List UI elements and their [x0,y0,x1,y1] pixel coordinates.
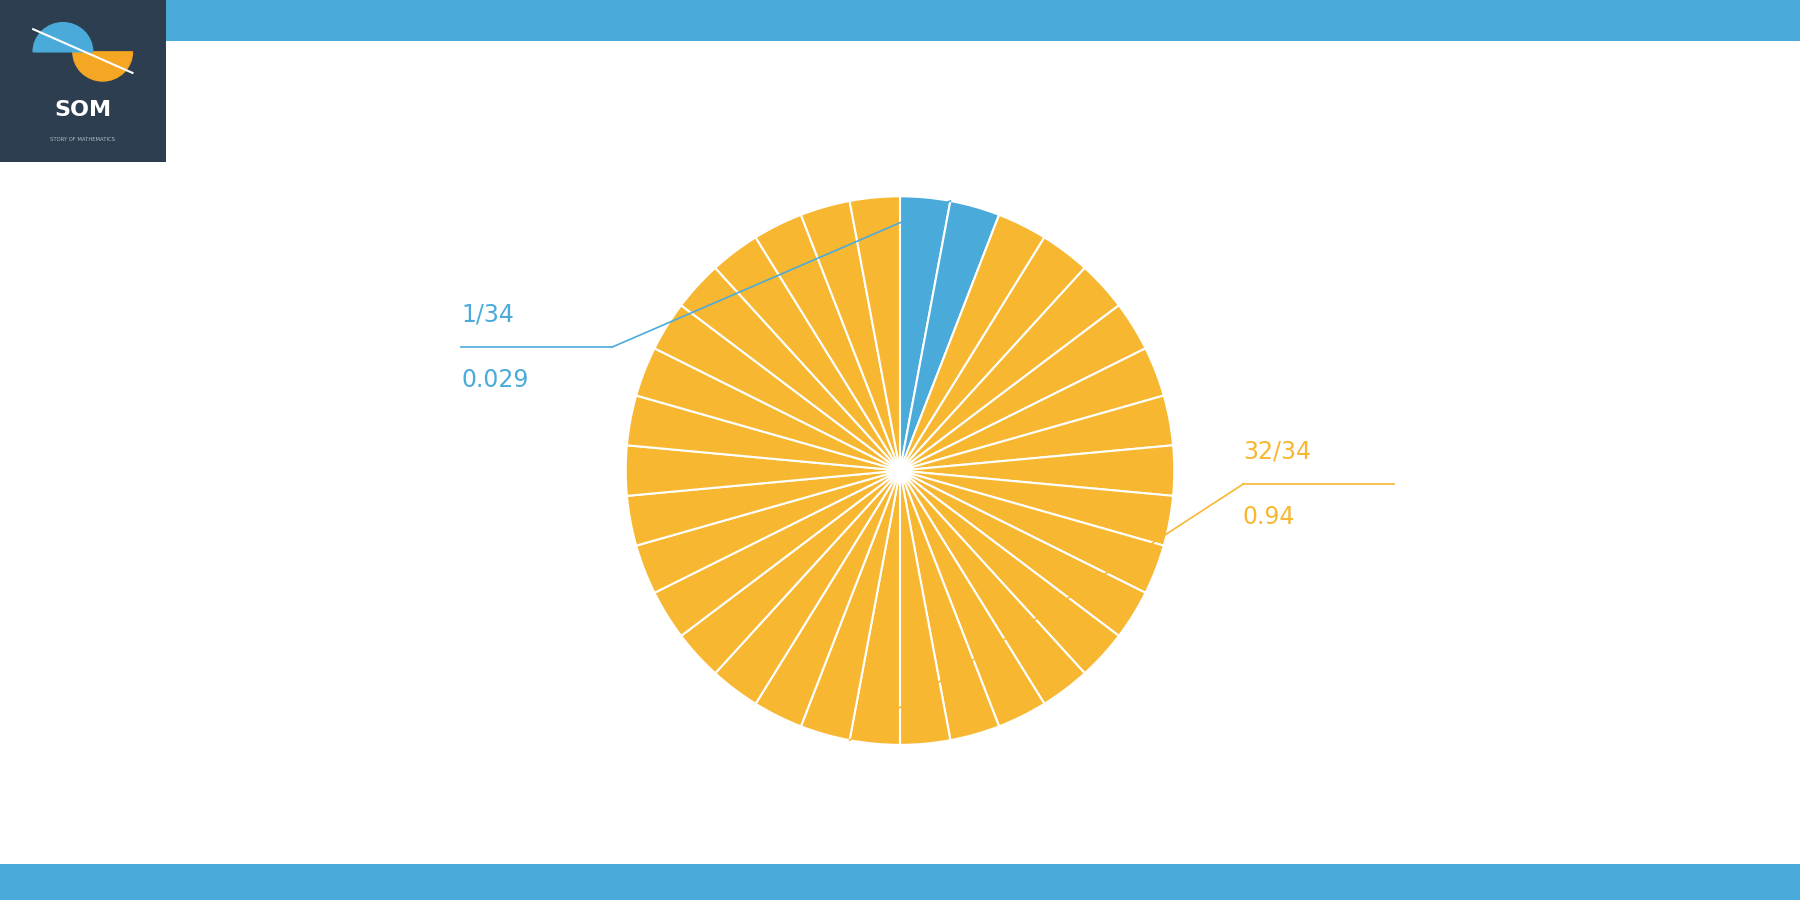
Wedge shape [900,348,1165,471]
Wedge shape [900,471,1145,636]
Wedge shape [900,201,999,471]
Text: 1/34: 1/34 [461,302,515,326]
Wedge shape [900,471,1165,593]
Text: 0.029: 0.029 [461,368,529,392]
Wedge shape [801,201,900,471]
Text: 32/34: 32/34 [1242,439,1310,464]
Text: SOM: SOM [54,100,112,121]
Text: 0.94: 0.94 [1242,505,1296,529]
Wedge shape [900,268,1120,471]
Wedge shape [801,471,900,740]
Wedge shape [900,471,950,745]
Wedge shape [900,395,1174,471]
Wedge shape [900,446,1174,496]
Wedge shape [900,238,1085,471]
Wedge shape [900,471,1085,704]
Wedge shape [850,471,900,745]
Wedge shape [900,471,1120,673]
Wedge shape [655,305,900,471]
Wedge shape [715,471,900,704]
Wedge shape [715,238,900,471]
Wedge shape [635,348,900,471]
Title: Pie Chart - 2/34 = 0.059: Pie Chart - 2/34 = 0.059 [527,0,1273,4]
Wedge shape [756,471,900,726]
Wedge shape [680,471,900,673]
Wedge shape [635,471,900,593]
Wedge shape [626,446,900,496]
Wedge shape [626,395,900,471]
Wedge shape [900,471,1174,545]
Wedge shape [626,471,900,545]
Wedge shape [680,268,900,471]
Wedge shape [900,196,950,471]
Wedge shape [32,22,94,52]
Wedge shape [900,471,999,740]
Wedge shape [900,215,1044,471]
Text: STORY OF MATHEMATICS: STORY OF MATHEMATICS [50,137,115,142]
Wedge shape [900,471,1044,726]
Wedge shape [655,471,900,636]
Wedge shape [756,215,900,471]
Wedge shape [900,305,1145,471]
Wedge shape [72,52,133,81]
Wedge shape [850,196,900,471]
